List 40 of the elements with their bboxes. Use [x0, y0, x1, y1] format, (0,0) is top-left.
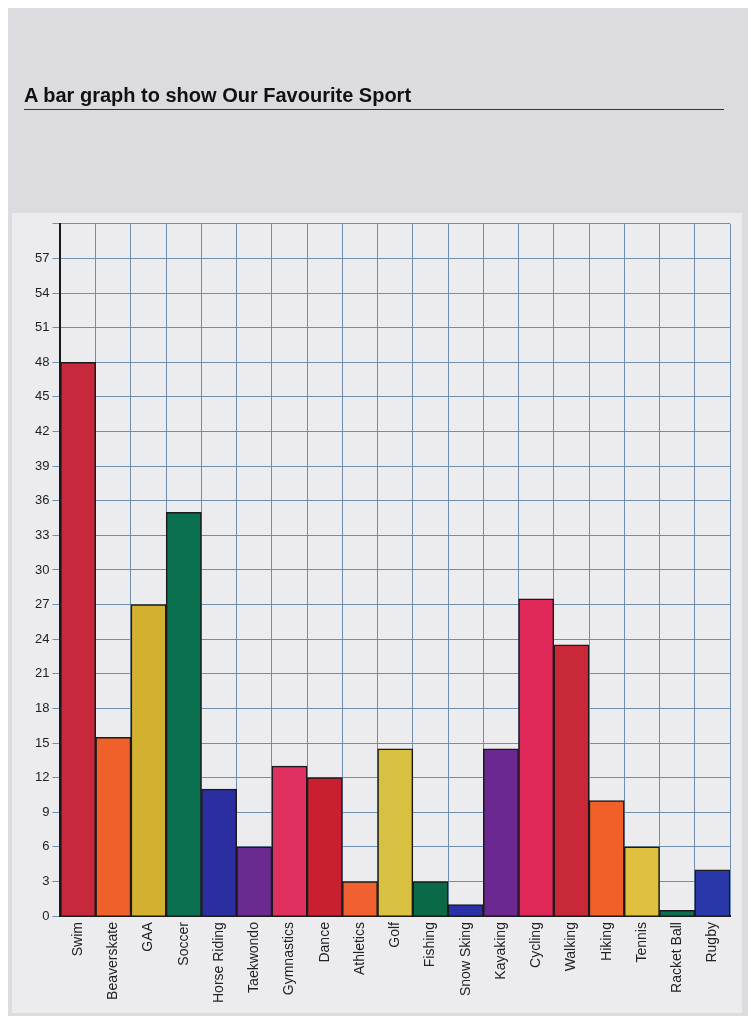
y-tick-label: 36 — [34, 492, 50, 508]
y-tick-label: 30 — [34, 561, 50, 577]
y-tick-label: 6 — [42, 838, 50, 854]
chart-title: A bar graph to show Our Favourite Sport — [24, 84, 724, 110]
y-tick-label: 0 — [42, 907, 50, 923]
x-tick-label: Kayaking — [491, 922, 508, 980]
y-tick-label: 54 — [34, 284, 50, 300]
x-tick-label: Fishing — [421, 922, 438, 968]
y-tick-label: 42 — [34, 423, 50, 439]
x-tick-label: Horse Riding — [209, 922, 226, 1004]
x-tick-label: GAA — [139, 921, 156, 952]
y-tick-label: 33 — [34, 526, 50, 542]
x-tick-label: Soccer — [174, 921, 191, 966]
x-tick-label: Beaverskate — [104, 921, 121, 1000]
x-tick-label: Rugby — [703, 922, 720, 963]
y-tick-label: 3 — [42, 873, 50, 889]
x-tick-label: Dance — [315, 921, 332, 963]
y-tick-label: 18 — [34, 699, 50, 715]
x-tick-label: Snow Sking — [456, 922, 473, 997]
x-tick-label: Walking — [562, 922, 579, 972]
x-tick-label: Swim — [68, 922, 85, 957]
y-tick-label: 27 — [34, 596, 50, 612]
y-tick-label: 51 — [34, 319, 50, 335]
x-tick-label: Cycling — [527, 922, 544, 968]
y-tick-label: 12 — [34, 769, 50, 785]
y-tick-label: 21 — [34, 665, 50, 681]
x-tick-label: Hiking — [597, 922, 614, 961]
x-tick-label: Gymnastics — [280, 922, 297, 996]
x-tick-label: Golf — [386, 921, 403, 948]
y-tick-label: 48 — [34, 353, 50, 369]
y-tick-label: 24 — [34, 630, 50, 646]
y-tick-label: 9 — [42, 803, 50, 819]
x-tick-label: Tennis — [632, 922, 649, 963]
y-tick-label: 15 — [34, 734, 50, 750]
x-tick-label: Racket Ball — [668, 922, 684, 993]
x-tick-label: Athletics — [350, 922, 367, 975]
y-tick-label: 45 — [34, 388, 50, 404]
y-tick-label: 57 — [34, 249, 50, 265]
y-tick-label: 39 — [34, 457, 50, 473]
x-tick-label: Taekwondo — [245, 921, 262, 993]
